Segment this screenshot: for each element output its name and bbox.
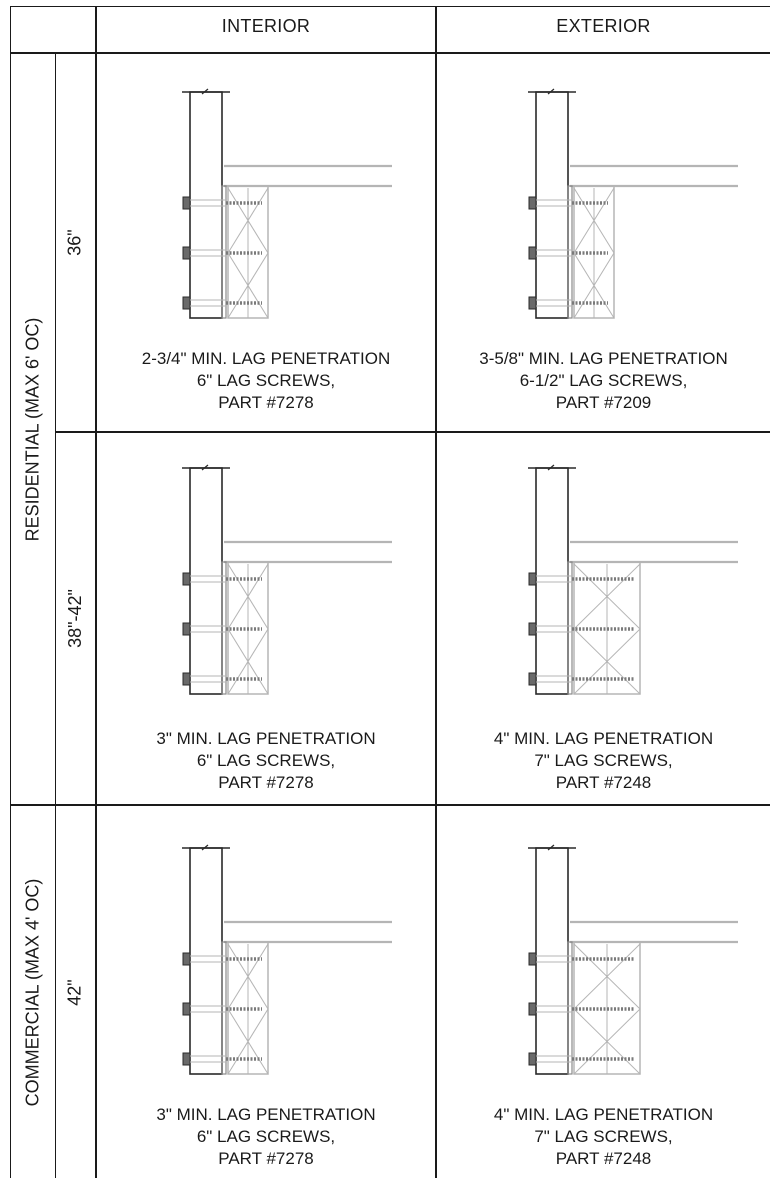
- blocking-x-brace: [573, 563, 641, 630]
- row-divider-2: [10, 804, 770, 806]
- caption-line-part-number: PART #7209: [555, 393, 652, 412]
- height-label-row-2-text: 38"-42": [64, 589, 85, 648]
- caption-row-1-interior: 2-3/4" MIN. LAG PENETRATION 6" LAG SCREW…: [97, 348, 435, 414]
- lag-screw-head: [528, 622, 537, 636]
- blocking-x-brace: [573, 187, 615, 254]
- blocking-x-brace: [573, 943, 641, 1010]
- group-label-residential: RESIDENTIAL (MAX 6' OC): [10, 54, 55, 804]
- lag-screw-head: [528, 952, 537, 966]
- blocking-x-brace: [573, 628, 641, 695]
- height-label-row-1-text: 36": [64, 229, 85, 256]
- detail-drawing-row-3-exterior: [528, 844, 738, 1075]
- lag-screw-head: [182, 196, 191, 210]
- table-border-left: [10, 6, 11, 1178]
- caption-line-penetration: 4" MIN. LAG PENETRATION: [493, 1105, 714, 1124]
- post: [535, 91, 569, 319]
- group-label-column-divider: [55, 53, 56, 1178]
- caption-line-penetration: 4" MIN. LAG PENETRATION: [493, 729, 714, 748]
- detail-drawing-row-2-interior: [182, 464, 392, 695]
- lag-screw-head: [182, 296, 191, 310]
- lag-screw-head: [182, 622, 191, 636]
- post: [189, 91, 223, 319]
- lag-screw-head: [528, 572, 537, 586]
- caption-row-2-exterior: 4" MIN. LAG PENETRATION 7" LAG SCREWS, P…: [437, 728, 770, 794]
- lag-screw-head: [528, 672, 537, 686]
- caption-line-penetration: 2-3/4" MIN. LAG PENETRATION: [141, 349, 391, 368]
- detail-drawing-row-2-exterior: [528, 464, 738, 695]
- post: [535, 467, 569, 695]
- interior-exterior-divider: [435, 6, 437, 1178]
- caption-line-part-number: PART #7248: [555, 1149, 652, 1168]
- caption-line-lag-screws: 7" LAG SCREWS,: [534, 1127, 673, 1146]
- post: [189, 847, 223, 1075]
- caption-row-1-exterior: 3-5/8" MIN. LAG PENETRATION 6-1/2" LAG S…: [437, 348, 770, 414]
- height-label-row-1: 36": [55, 54, 95, 431]
- detail-drawing-row-1-interior: [182, 88, 392, 319]
- blocking-x-brace: [573, 252, 615, 319]
- blocking-x-brace: [227, 628, 269, 695]
- caption-row-2-interior: 3" MIN. LAG PENETRATION 6" LAG SCREWS, P…: [97, 728, 435, 794]
- blocking-x-brace: [227, 187, 269, 254]
- caption-line-lag-screws: 6-1/2" LAG SCREWS,: [519, 371, 688, 390]
- lag-screw-head: [528, 246, 537, 260]
- break-mark: [201, 88, 209, 95]
- caption-line-penetration: 3-5/8" MIN. LAG PENETRATION: [479, 349, 728, 368]
- column-header-interior: INTERIOR: [221, 15, 311, 36]
- caption-row-3-interior: 3" MIN. LAG PENETRATION 6" LAG SCREWS, P…: [97, 1104, 435, 1170]
- lag-screw-head: [182, 246, 191, 260]
- lag-screw-head: [182, 952, 191, 966]
- caption-row-3-exterior: 4" MIN. LAG PENETRATION 7" LAG SCREWS, P…: [437, 1104, 770, 1170]
- post: [189, 467, 223, 695]
- detail-drawing-row-1-exterior: [528, 88, 738, 319]
- break-mark: [201, 464, 209, 471]
- table-border-top: [10, 6, 770, 7]
- detail-drawing-row-3-interior: [182, 844, 392, 1075]
- break-mark: [201, 844, 209, 851]
- caption-line-penetration: 3" MIN. LAG PENETRATION: [156, 729, 376, 748]
- height-label-row-3: 42": [55, 806, 95, 1178]
- caption-line-part-number: PART #7278: [218, 393, 314, 412]
- caption-line-part-number: PART #7248: [555, 773, 652, 792]
- lag-screw-head: [182, 1052, 191, 1066]
- post: [535, 847, 569, 1075]
- lag-screw-head: [182, 672, 191, 686]
- column-header-exterior: EXTERIOR: [556, 15, 651, 36]
- lag-screw-head: [528, 1052, 537, 1066]
- break-mark: [547, 844, 555, 851]
- group-label-commercial-text: COMMERCIAL (MAX 4' OC): [22, 878, 43, 1106]
- header-bottom-border: [10, 52, 770, 54]
- lag-screw-head: [182, 572, 191, 586]
- height-column-divider: [95, 6, 97, 1178]
- lag-screw-head: [182, 1002, 191, 1016]
- blocking-x-brace: [227, 252, 269, 319]
- caption-line-penetration: 3" MIN. LAG PENETRATION: [156, 1105, 376, 1124]
- break-mark: [547, 88, 555, 95]
- caption-line-lag-screws: 7" LAG SCREWS,: [534, 751, 673, 770]
- height-label-row-2: 38"-42": [55, 433, 95, 804]
- lag-screw-head: [528, 1002, 537, 1016]
- blocking-x-brace: [227, 943, 269, 1010]
- lag-screw-head: [528, 296, 537, 310]
- group-label-commercial: COMMERCIAL (MAX 4' OC): [10, 806, 55, 1178]
- height-label-row-3-text: 42": [64, 978, 85, 1006]
- blocking-x-brace: [227, 563, 269, 630]
- caption-line-lag-screws: 6" LAG SCREWS,: [196, 371, 336, 390]
- caption-line-lag-screws: 6" LAG SCREWS,: [196, 751, 336, 770]
- blocking-x-brace: [227, 1008, 269, 1075]
- group-label-residential-text: RESIDENTIAL (MAX 6' OC): [22, 317, 42, 541]
- caption-line-lag-screws: 6" LAG SCREWS,: [196, 1127, 336, 1146]
- caption-line-part-number: PART #7278: [218, 1149, 314, 1168]
- break-mark: [547, 464, 555, 471]
- lag-screw-head: [528, 196, 537, 210]
- blocking-x-brace: [573, 1008, 641, 1075]
- caption-line-part-number: PART #7278: [218, 773, 314, 792]
- row-divider-1: [55, 431, 770, 433]
